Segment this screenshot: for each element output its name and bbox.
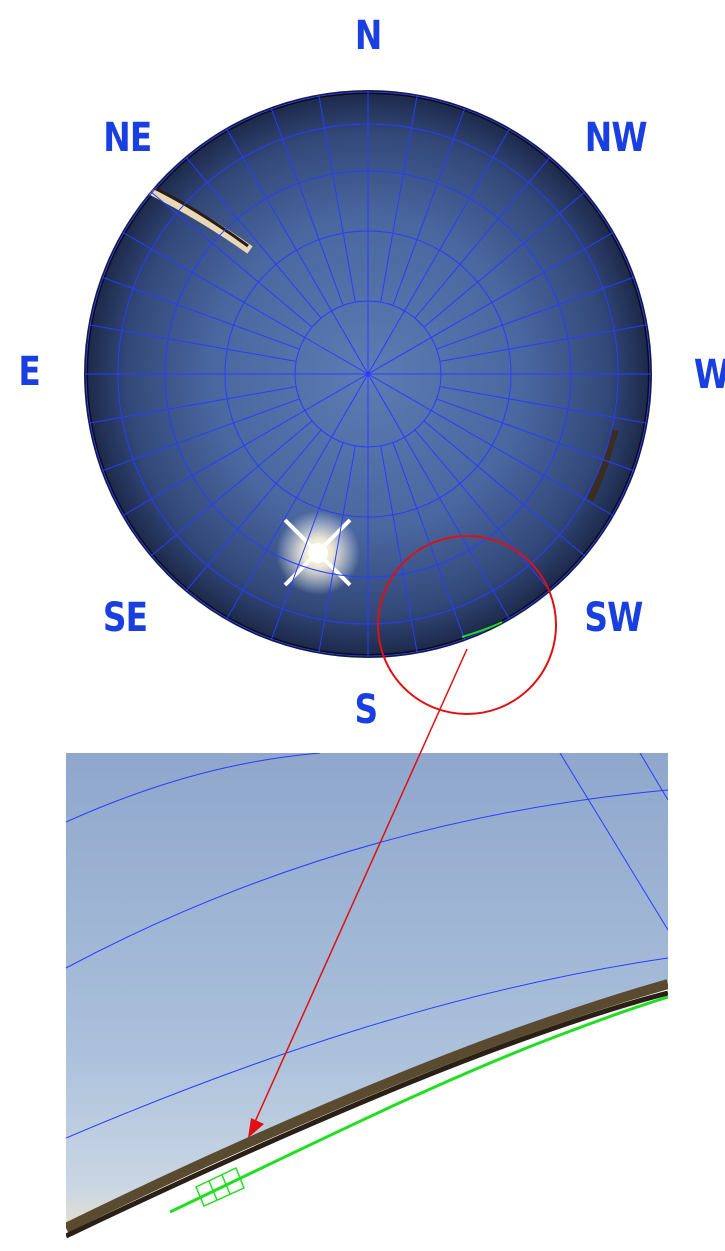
azimuth-line	[367, 373, 511, 621]
azimuth-line	[185, 156, 322, 319]
compass-label-south: S	[354, 687, 379, 733]
azimuth-line	[100, 276, 300, 350]
azimuth-line	[423, 420, 586, 557]
compass-label-northwest: NW	[584, 115, 648, 161]
zoom-arrow	[248, 648, 468, 1138]
compass-label-east: E	[18, 349, 40, 395]
compass-label-west: W	[694, 355, 725, 395]
horizon-mask-marker	[461, 621, 503, 638]
compass-label-northeast: NE	[103, 115, 152, 161]
azimuth-line	[380, 445, 418, 654]
compass-label-southwest: SW	[584, 595, 643, 641]
azimuth-line	[88, 386, 297, 424]
azimuth-line	[436, 398, 636, 472]
azimuth-line	[100, 398, 300, 472]
azimuth-line	[225, 127, 369, 375]
obstruction-pole	[147, 185, 253, 254]
azimuth-line	[436, 276, 636, 350]
zoom-horizon-mask-line	[169, 995, 668, 1214]
azimuth-line	[121, 373, 369, 517]
azimuth-line	[439, 386, 648, 424]
azimuth-line	[423, 191, 586, 328]
zoom-inset	[66, 753, 668, 1245]
azimuth-line	[367, 127, 511, 375]
compass-label-north: N	[354, 13, 382, 59]
azimuth-line	[121, 231, 369, 375]
azimuth-line	[392, 106, 466, 306]
azimuth-line	[150, 191, 313, 328]
azimuth-line	[185, 429, 322, 592]
azimuth-line	[367, 231, 615, 375]
azimuth-line	[439, 324, 648, 362]
fisheye-image	[84, 90, 652, 658]
azimuth-line	[270, 442, 344, 642]
azimuth-grid	[85, 91, 651, 657]
azimuth-line	[414, 429, 551, 592]
azimuth-line	[380, 94, 418, 303]
highlight-circle	[377, 535, 557, 715]
azimuth-line	[150, 420, 313, 557]
azimuth-line	[367, 373, 615, 517]
azimuth-line	[225, 373, 369, 621]
azimuth-line	[270, 106, 344, 306]
azimuth-line	[318, 94, 356, 303]
azimuth-line	[88, 324, 297, 362]
azimuth-line	[318, 445, 356, 654]
azimuth-line	[392, 442, 466, 642]
compass-label-southeast: SE	[102, 595, 148, 641]
zoom-sample-boxes	[195, 1166, 245, 1207]
sun-glare	[276, 511, 360, 595]
azimuth-line	[414, 156, 551, 319]
